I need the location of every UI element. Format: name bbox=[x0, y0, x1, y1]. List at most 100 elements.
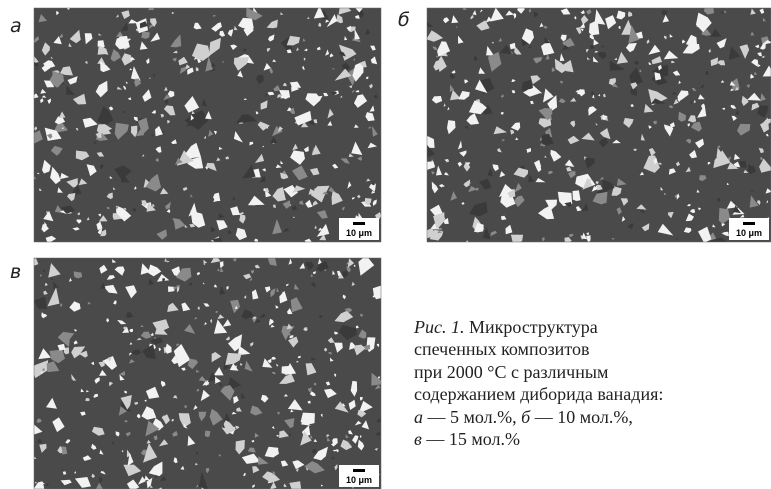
grain bbox=[636, 204, 647, 210]
grain bbox=[683, 227, 692, 233]
grain bbox=[303, 146, 309, 152]
grain bbox=[541, 237, 545, 242]
grain bbox=[216, 157, 221, 162]
grain bbox=[154, 474, 158, 478]
grain bbox=[538, 108, 553, 121]
grain bbox=[687, 203, 691, 207]
grain bbox=[673, 98, 679, 105]
grain bbox=[498, 37, 502, 42]
grain bbox=[663, 50, 679, 60]
grain bbox=[214, 319, 228, 334]
grain bbox=[85, 61, 88, 64]
grain bbox=[447, 106, 450, 111]
grain bbox=[164, 258, 168, 262]
grain bbox=[639, 209, 645, 213]
grain bbox=[427, 136, 435, 149]
grain bbox=[370, 56, 378, 65]
grain bbox=[493, 126, 507, 135]
grain bbox=[172, 218, 186, 230]
grain bbox=[598, 93, 601, 97]
grain bbox=[731, 115, 737, 121]
grain bbox=[338, 8, 352, 15]
grain bbox=[332, 449, 338, 452]
grain bbox=[357, 409, 367, 418]
grain bbox=[761, 40, 771, 45]
grain bbox=[182, 186, 188, 191]
grain bbox=[235, 439, 245, 455]
grain bbox=[260, 394, 269, 403]
grain bbox=[547, 95, 558, 111]
grain bbox=[233, 25, 238, 31]
grain bbox=[341, 62, 351, 71]
grain bbox=[558, 98, 566, 104]
grain bbox=[300, 412, 315, 425]
grain bbox=[644, 103, 654, 113]
grain bbox=[648, 61, 652, 66]
grain bbox=[186, 120, 195, 127]
grain bbox=[464, 79, 469, 84]
grain bbox=[329, 53, 334, 58]
grain bbox=[75, 150, 90, 161]
grain bbox=[53, 36, 62, 45]
grain bbox=[661, 9, 668, 16]
grain bbox=[167, 302, 179, 312]
grain bbox=[492, 164, 499, 172]
grain bbox=[331, 91, 338, 96]
grain bbox=[173, 344, 191, 368]
grain bbox=[198, 471, 209, 489]
grain bbox=[746, 84, 750, 88]
grain bbox=[450, 89, 461, 101]
grain bbox=[190, 193, 193, 198]
grain bbox=[357, 73, 361, 77]
grain bbox=[39, 188, 42, 192]
grain bbox=[739, 44, 750, 59]
grain bbox=[427, 161, 435, 170]
grain bbox=[733, 161, 741, 168]
grain bbox=[328, 186, 337, 194]
grain bbox=[170, 34, 182, 48]
grain bbox=[674, 194, 678, 198]
grain bbox=[292, 165, 308, 181]
caption-text: — 10 мол.%, bbox=[530, 406, 633, 427]
grain bbox=[254, 264, 261, 269]
grain bbox=[124, 420, 128, 423]
grain bbox=[358, 12, 360, 16]
grain bbox=[86, 216, 90, 221]
grain bbox=[47, 287, 60, 307]
grain bbox=[707, 161, 711, 165]
grain bbox=[316, 93, 319, 98]
grain bbox=[327, 121, 333, 126]
grain bbox=[766, 200, 769, 204]
grain bbox=[243, 273, 252, 280]
grain bbox=[161, 414, 170, 425]
grain bbox=[313, 446, 328, 461]
grain bbox=[591, 186, 599, 192]
grain bbox=[270, 324, 275, 328]
grain bbox=[436, 165, 443, 176]
caption-text: а bbox=[414, 406, 423, 427]
grain bbox=[62, 471, 67, 475]
grain bbox=[479, 9, 483, 13]
grain bbox=[290, 150, 305, 165]
grain bbox=[262, 145, 265, 148]
grain bbox=[511, 79, 516, 82]
grain bbox=[112, 213, 123, 220]
grain bbox=[362, 344, 371, 351]
grain bbox=[193, 405, 198, 410]
grain bbox=[142, 89, 152, 102]
grain bbox=[651, 65, 669, 77]
grain bbox=[358, 400, 373, 414]
grain bbox=[123, 326, 127, 330]
grain bbox=[593, 39, 599, 46]
grain bbox=[189, 224, 196, 228]
grain bbox=[455, 26, 458, 28]
grain bbox=[52, 417, 65, 433]
grain bbox=[195, 67, 199, 72]
grain bbox=[211, 22, 222, 32]
grain bbox=[608, 78, 616, 86]
grain bbox=[353, 94, 368, 108]
grain bbox=[200, 389, 210, 402]
grain bbox=[639, 69, 642, 73]
grain bbox=[78, 350, 88, 358]
